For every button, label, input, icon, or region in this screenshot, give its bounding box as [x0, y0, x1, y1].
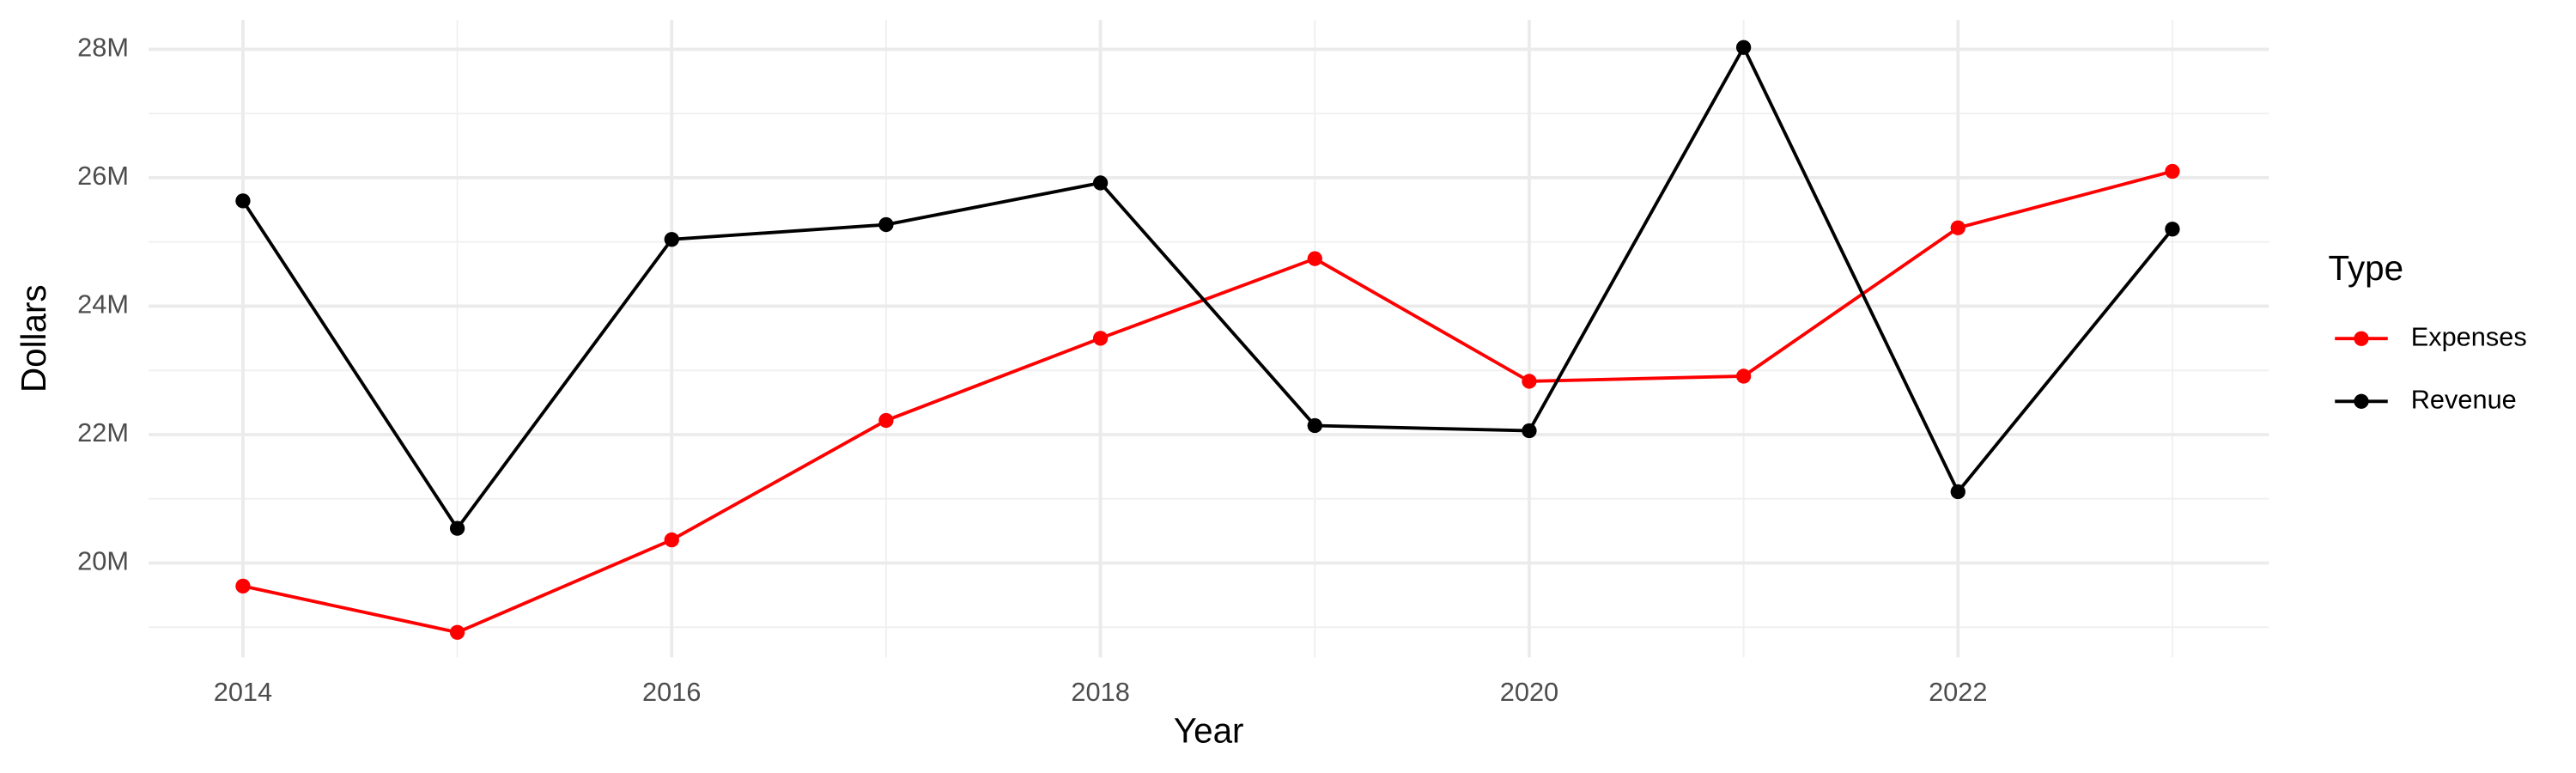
legend-title: Type — [2329, 248, 2404, 288]
data-point — [1092, 175, 1109, 191]
data-point — [1522, 423, 1537, 439]
legend-key-point — [2354, 393, 2369, 409]
legend-label: Expenses — [2411, 321, 2527, 351]
data-point — [1950, 220, 1965, 235]
data-point — [449, 624, 465, 640]
x-tick-label: 2018 — [1071, 677, 1129, 707]
data-point — [878, 412, 894, 429]
series-line — [241, 44, 2174, 532]
legend-label: Revenue — [2411, 384, 2517, 414]
legend-key-point — [2354, 331, 2369, 346]
x-tick-label: 2014 — [214, 677, 272, 707]
data-point — [1735, 368, 1752, 384]
y-tick-label: 26M — [77, 161, 129, 191]
grid — [149, 20, 2269, 658]
x-tick-label: 2020 — [1500, 677, 1558, 707]
data-point — [878, 216, 894, 233]
x-tick-label: 2022 — [1929, 677, 1987, 707]
data-point — [1950, 484, 1965, 500]
y-axis-title: Dollars — [14, 284, 53, 393]
y-tick-label: 24M — [77, 289, 129, 320]
data-point — [2165, 222, 2180, 237]
series-line — [242, 169, 2173, 635]
data-point — [1307, 251, 1322, 266]
x-tick-label: 2016 — [642, 677, 701, 707]
data-point — [235, 193, 251, 209]
x-axis-title: Year — [1174, 711, 1244, 751]
data-point — [664, 532, 679, 548]
data-point — [1307, 417, 1322, 434]
y-tick-label: 20M — [77, 546, 129, 576]
data-point — [1092, 331, 1109, 346]
y-tick-label: 22M — [77, 417, 129, 447]
data-point — [449, 520, 465, 536]
data-point — [235, 578, 251, 594]
y-tick-label: 28M — [77, 33, 129, 63]
data-point — [2165, 163, 2180, 180]
plot-marks — [235, 40, 2180, 640]
data-point — [1522, 374, 1537, 389]
data-point — [664, 232, 679, 247]
data-point — [1735, 40, 1752, 55]
